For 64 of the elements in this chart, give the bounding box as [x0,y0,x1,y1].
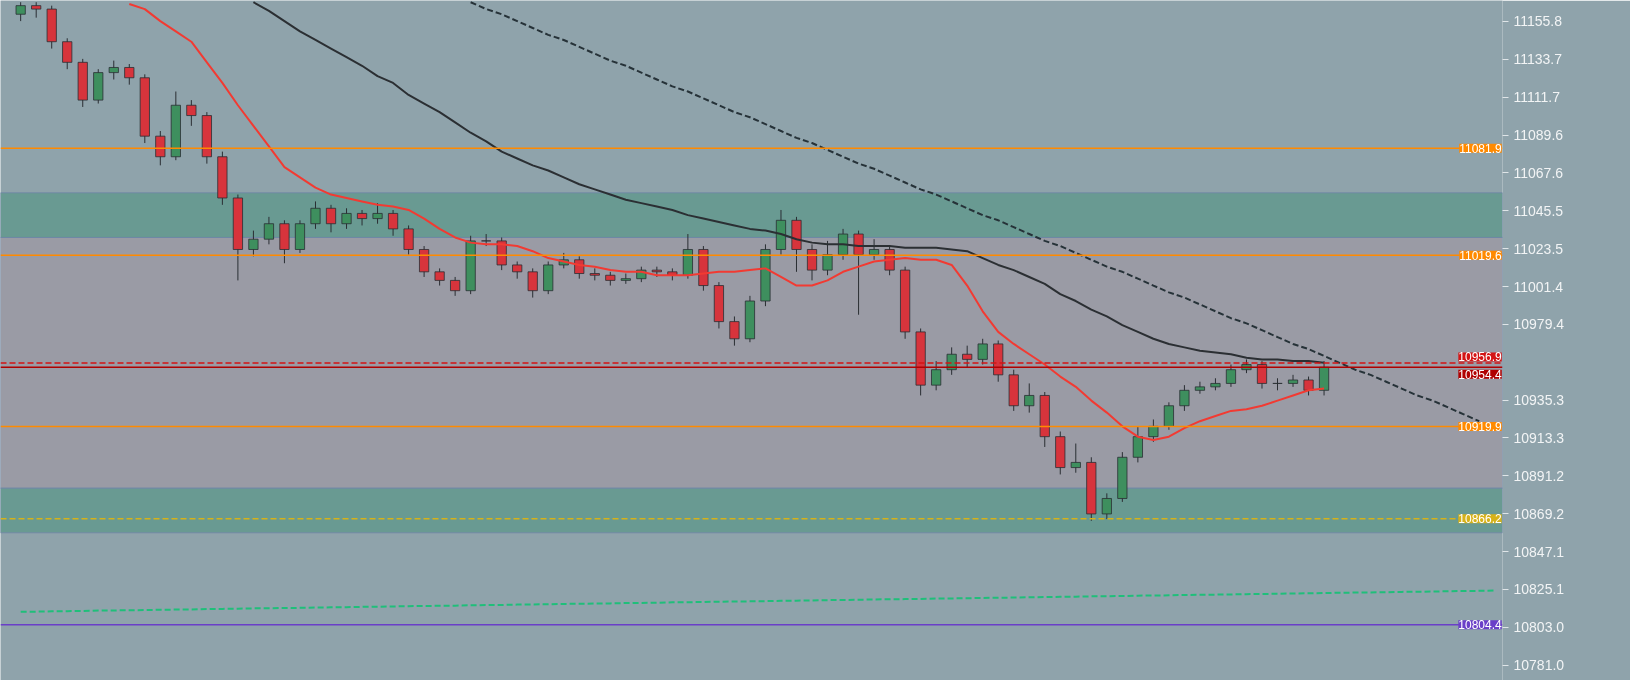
ref-line-label: 10919.9 [1458,420,1503,435]
ref-line-label: 10956.9 [1458,350,1503,365]
candlestick [853,230,864,316]
candlestick [729,315,740,347]
candlestick [15,1,26,22]
candlestick [248,230,259,257]
candlestick [1070,443,1081,474]
candlestick [1272,377,1283,391]
candlestick [403,224,414,256]
candlestick [62,37,73,70]
candlestick [822,240,833,276]
candlestick [372,202,383,225]
candlestick [388,209,399,237]
y-tick-label: 10935.3 [1513,392,1565,409]
y-tick-label: 10781.0 [1513,657,1565,674]
ref-line-label: 10804.4 [1458,618,1503,633]
candlestick [341,207,352,230]
candlestick [1163,401,1174,431]
candlestick [155,130,166,166]
candlestick [356,209,368,226]
y-tick-label: 11155.8 [1513,13,1563,30]
candlestick [527,267,538,299]
ref-line-label: 10866.2 [1458,512,1503,527]
candlestick [310,200,321,230]
candlestick [186,99,197,127]
y-tick-label: 11111.7 [1513,89,1561,106]
candlestick [1287,374,1299,388]
candlestick [1194,381,1205,395]
candlestick [1024,382,1035,414]
y-tick-label: 10913.3 [1513,429,1565,446]
candlestick [977,338,988,366]
ref-line-label: 11081.9 [1459,141,1503,156]
candlestick [1148,418,1159,443]
y-tick-label: 11023.5 [1513,240,1564,257]
candlestick [1225,364,1237,388]
candlestick [1101,492,1112,520]
y-tick-label: 11067.6 [1513,164,1564,181]
candlestick [1132,425,1143,463]
y-tick-label: 11089.6 [1513,127,1564,144]
y-tick-label: 10979.4 [1513,316,1565,333]
line-series [19,589,1496,613]
y-tick-label: 11045.5 [1513,202,1564,219]
ref-line-label: 11019.6 [1459,248,1503,263]
candlestick [837,228,849,261]
y-tick-label: 10847.1 [1513,543,1565,560]
candlestick [450,276,461,297]
ref-line-label: 10954.4 [1458,367,1503,382]
candlestick [869,238,880,261]
candlestick [962,345,973,369]
candlestick [806,243,818,281]
candlestick [1303,376,1314,396]
y-tick-label: 11001.4 [1513,278,1564,295]
candlestick [931,360,942,391]
candlestick [108,60,119,80]
candlestick [1179,384,1190,412]
candlestick [419,245,430,278]
y-tick-label: 10803.0 [1513,619,1565,636]
y-tick-label: 10825.1 [1513,581,1565,598]
y-tick-label: 11133.7 [1513,51,1563,68]
y-tick-label: 10869.2 [1513,505,1565,522]
candlestick [263,216,274,245]
candlestick [325,204,337,233]
y-tick-label: 10891.2 [1513,467,1565,484]
candlestick [124,63,135,86]
